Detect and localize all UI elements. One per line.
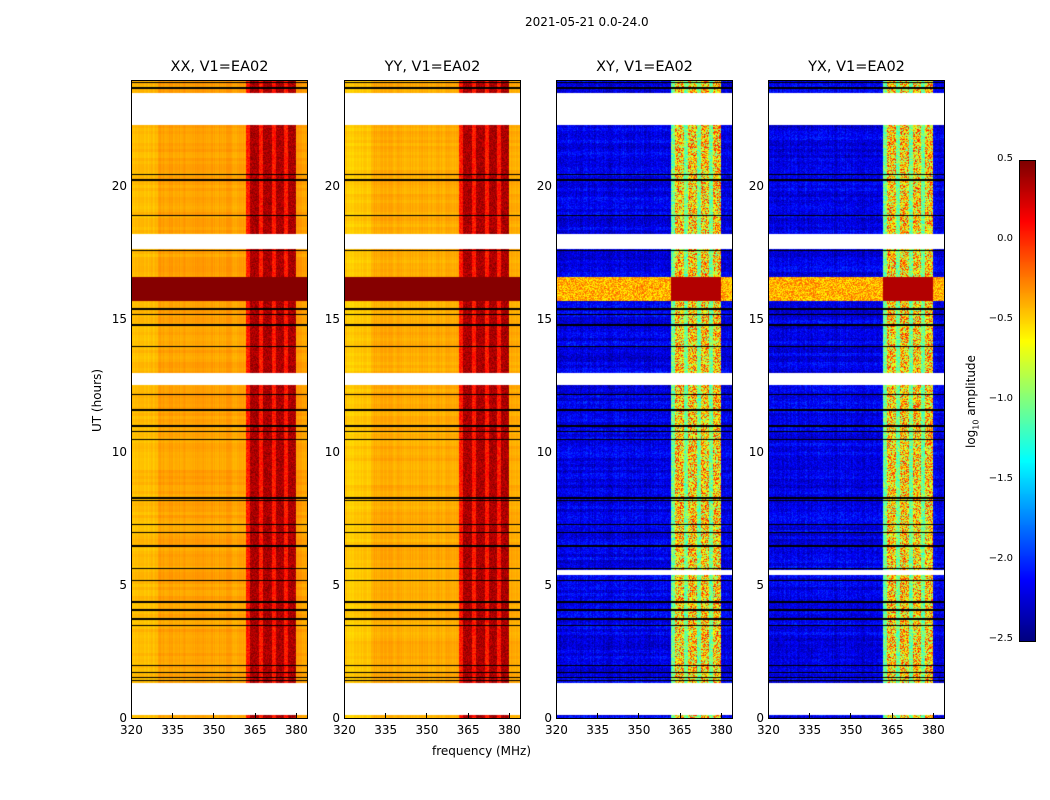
y-tick-label: 0: [119, 711, 127, 725]
y-tick-label: 15: [536, 311, 552, 326]
y-tick-label: 0: [756, 711, 764, 725]
x-tick: [809, 713, 811, 719]
x-tick-label: 320: [545, 723, 568, 737]
colorbar: [1019, 160, 1036, 642]
x-tick-label: 335: [161, 723, 185, 737]
x-tick: [131, 713, 132, 719]
y-tick-label: 10: [536, 444, 552, 459]
y-tick-label: 10: [748, 444, 764, 459]
x-tick: [891, 713, 893, 719]
x-tick: [508, 713, 510, 719]
y-tick-label: 20: [111, 178, 127, 193]
colorbar-label: log10 amplitude: [964, 355, 981, 448]
x-tick-label: 380: [284, 723, 308, 737]
x-tick-label: 350: [839, 723, 863, 737]
x-tick: [344, 713, 345, 719]
heatmap-image: [768, 80, 945, 719]
x-tick: [254, 713, 256, 719]
y-tick-label: 0: [544, 711, 552, 725]
panel-title: YX, V1=EA02: [808, 59, 905, 75]
y-tick-label: 10: [324, 444, 340, 459]
colorbar-tick-label: 0.5: [997, 153, 1013, 164]
x-tick: [638, 713, 640, 719]
x-tick-label: 350: [202, 723, 226, 737]
colorbar-tick-label: −1.0: [988, 393, 1013, 404]
colorbar-tick-label: −2.0: [988, 553, 1013, 564]
x-tick: [556, 713, 557, 719]
panel-title: YY, V1=EA02: [384, 59, 481, 75]
x-tick-label: 365: [880, 723, 904, 737]
x-tick: [385, 713, 387, 719]
x-tick-label: 380: [709, 723, 733, 737]
y-axis-label: UT (hours): [90, 368, 104, 432]
heatmap-panel-yx: [768, 80, 945, 719]
x-tick-label: 320: [333, 723, 356, 737]
y-tick-label: 20: [324, 178, 340, 193]
heatmap-image: [344, 80, 521, 719]
panel-title: XY, V1=EA02: [596, 59, 693, 75]
x-tick: [213, 713, 215, 719]
heatmap-panel-xx: [131, 80, 308, 719]
plot-frame: [344, 80, 521, 719]
heatmap-image: [556, 80, 733, 719]
plot-frame: [131, 80, 308, 719]
y-tick-label: 10: [111, 444, 127, 459]
x-tick-label: 335: [586, 723, 610, 737]
x-tick: [467, 713, 469, 719]
x-axis-label: frequency (MHz): [432, 744, 532, 758]
x-tick: [850, 713, 852, 719]
x-tick-label: 335: [374, 723, 398, 737]
x-tick-label: 350: [415, 723, 439, 737]
x-tick: [720, 713, 722, 719]
y-tick-label: 15: [111, 311, 127, 326]
y-tick-label: 15: [324, 311, 340, 326]
heatmap-panel-xy: [556, 80, 733, 719]
x-tick-label: 365: [243, 723, 267, 737]
plot-frame: [768, 80, 945, 719]
x-tick-label: 320: [120, 723, 143, 737]
heatmap-panel-yy: [344, 80, 521, 719]
heatmap-image: [131, 80, 308, 719]
colorbar-tick-label: −0.5: [988, 313, 1013, 324]
x-tick-label: 365: [668, 723, 692, 737]
x-tick: [768, 713, 769, 719]
y-tick-label: 15: [748, 311, 764, 326]
x-tick-label: 365: [456, 723, 480, 737]
x-tick-label: 380: [921, 723, 945, 737]
y-tick-label: 5: [332, 577, 340, 592]
colorbar-tick-label: 0.0: [997, 233, 1013, 244]
x-tick: [295, 713, 297, 719]
x-tick-label: 335: [798, 723, 822, 737]
y-tick-label: 20: [748, 178, 764, 193]
y-tick-label: 5: [756, 577, 764, 592]
x-tick: [932, 713, 934, 719]
figure-title: 2021-05-21 0.0-24.0: [525, 15, 649, 29]
y-tick-label: 5: [119, 577, 127, 592]
x-tick-label: 380: [497, 723, 521, 737]
x-tick-label: 320: [757, 723, 780, 737]
y-tick-label: 0: [332, 711, 340, 725]
x-tick: [426, 713, 428, 719]
x-tick: [172, 713, 174, 719]
colorbar-tick-label: −1.5: [988, 473, 1013, 484]
x-tick-label: 350: [627, 723, 651, 737]
x-tick: [597, 713, 599, 719]
colorbar-tick-label: −2.5: [988, 633, 1013, 644]
panel-title: XX, V1=EA02: [170, 59, 269, 75]
plot-frame: [556, 80, 733, 719]
x-tick: [679, 713, 681, 719]
y-tick-label: 20: [536, 178, 552, 193]
y-tick-label: 5: [544, 577, 552, 592]
